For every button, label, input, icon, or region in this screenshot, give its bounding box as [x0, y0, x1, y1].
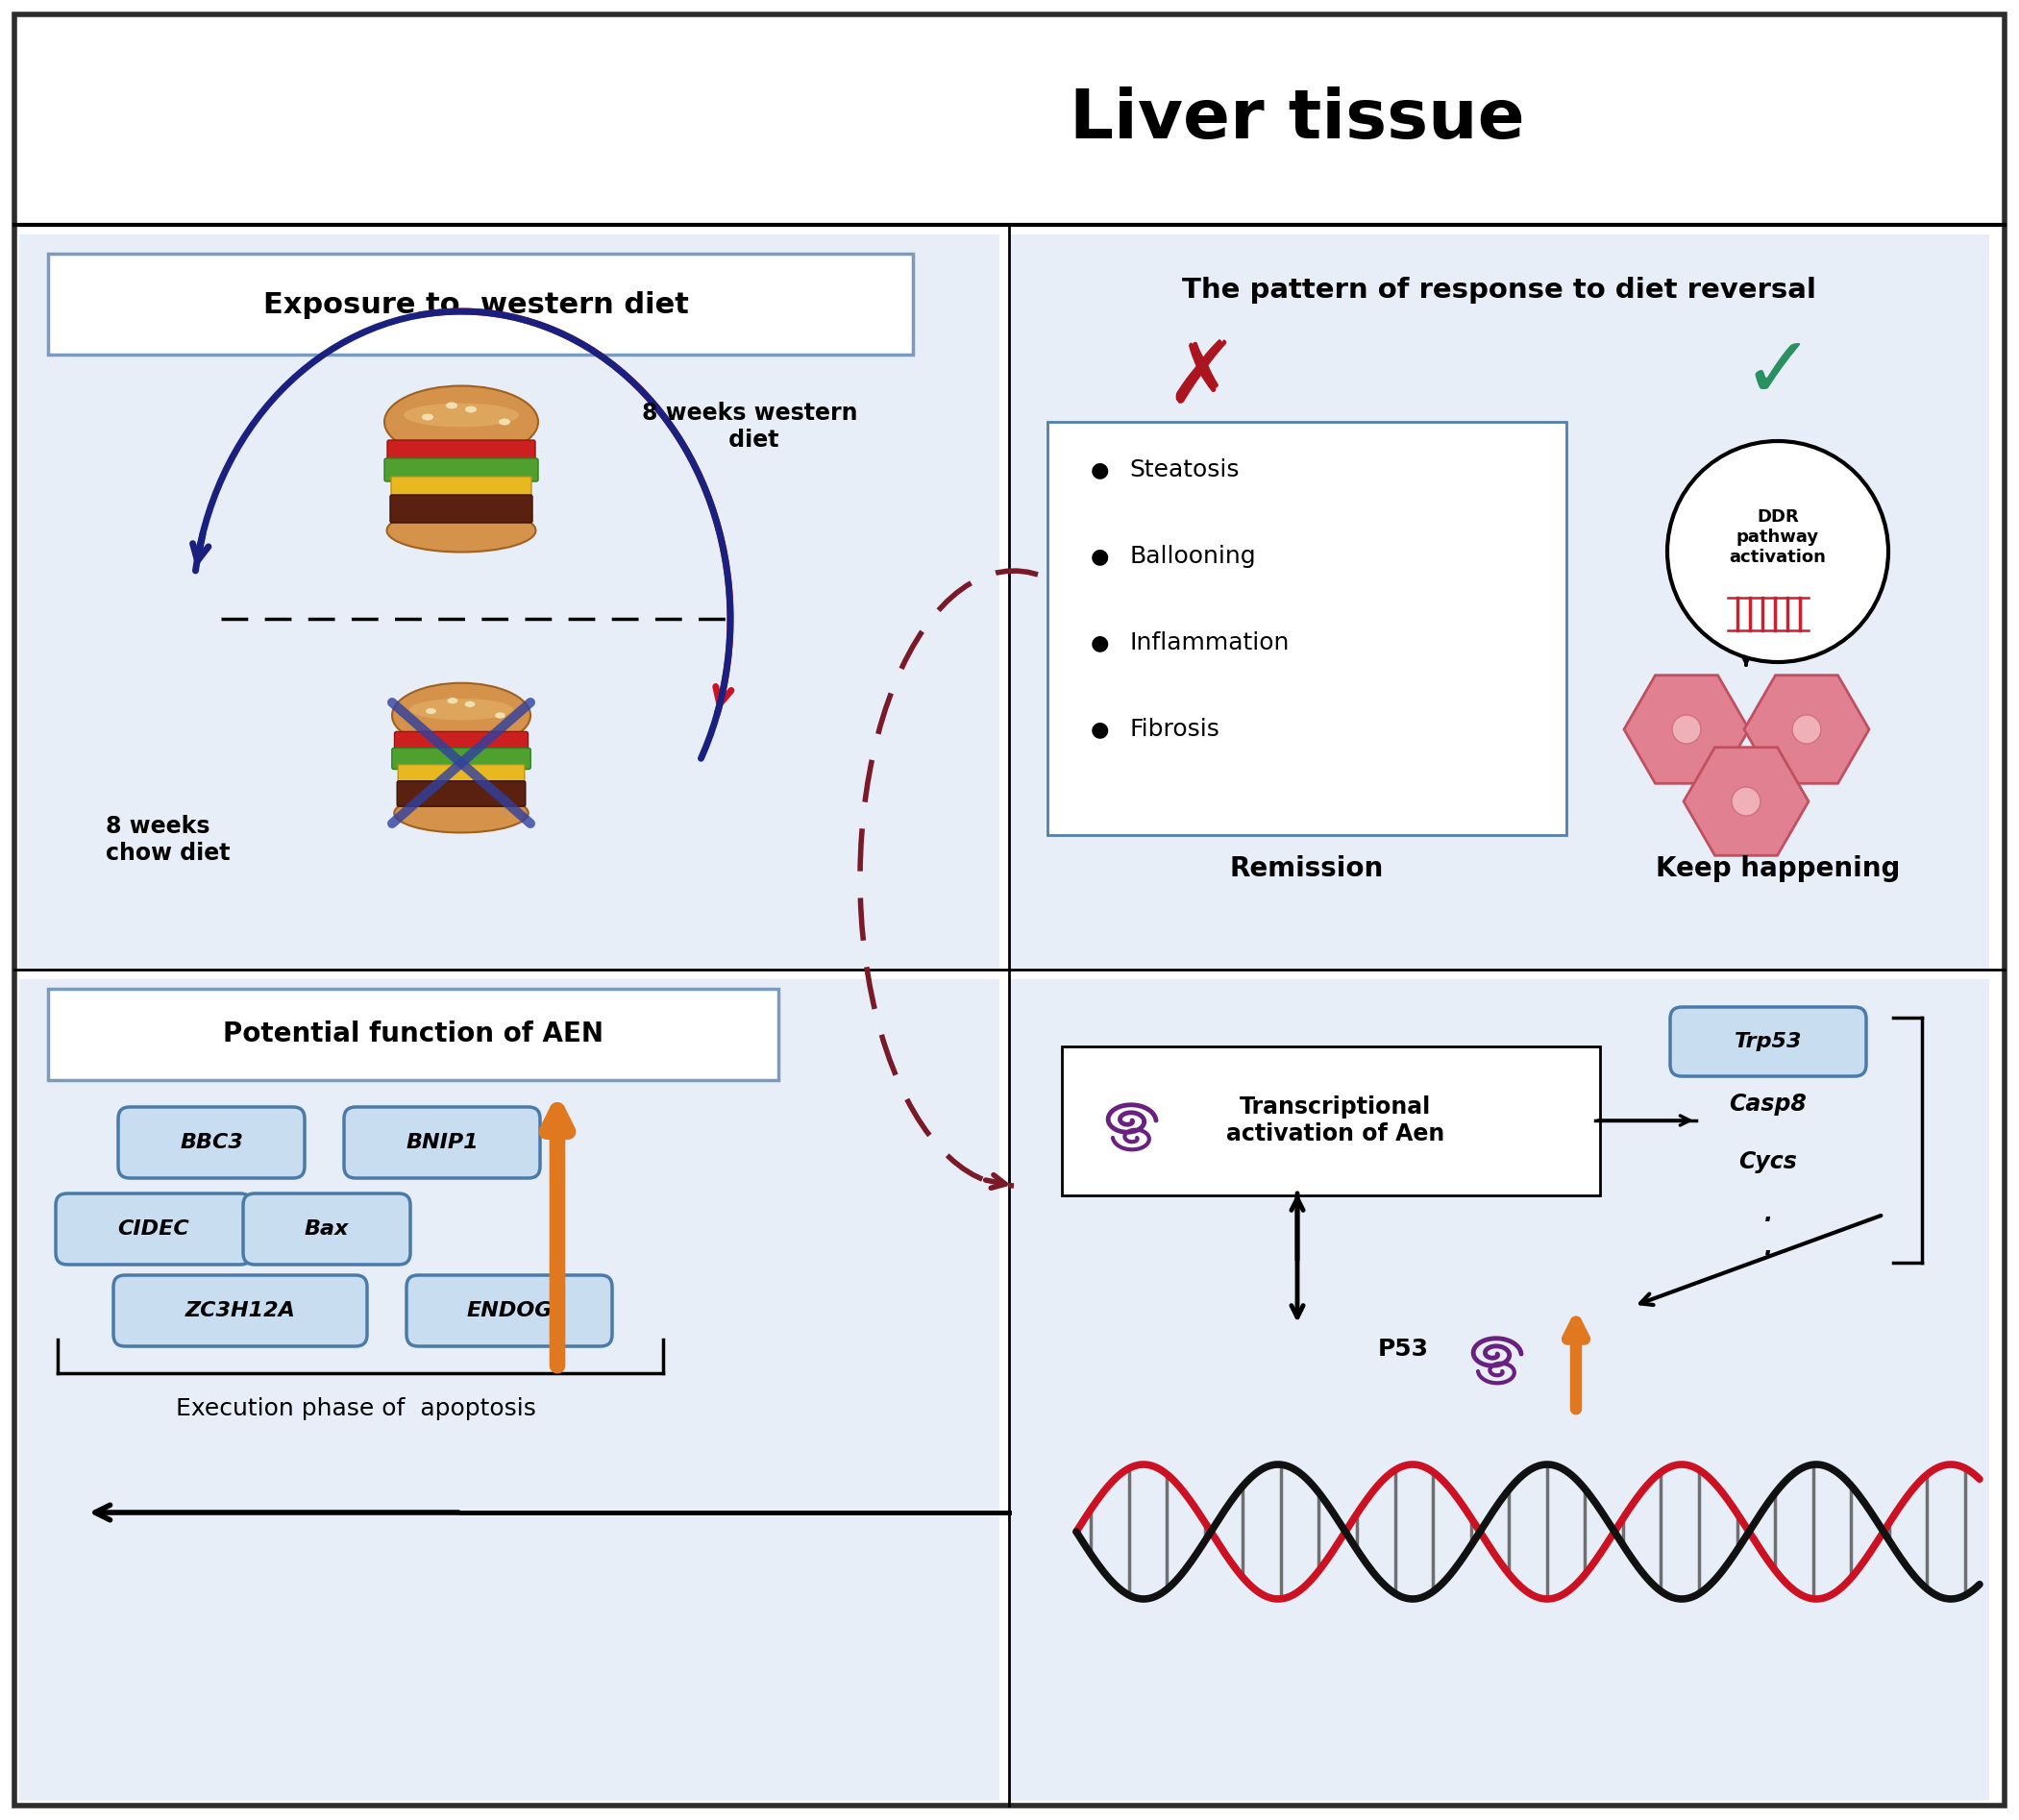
- FancyBboxPatch shape: [242, 1194, 410, 1265]
- Text: 8 weeks
chow diet: 8 weeks chow diet: [105, 815, 230, 864]
- FancyBboxPatch shape: [48, 988, 779, 1079]
- FancyBboxPatch shape: [388, 440, 535, 466]
- Text: Trp53: Trp53: [1734, 1032, 1803, 1052]
- Polygon shape: [1684, 748, 1809, 855]
- Ellipse shape: [410, 699, 513, 721]
- Text: ●: ●: [1090, 633, 1108, 653]
- FancyBboxPatch shape: [1670, 1006, 1866, 1076]
- Ellipse shape: [448, 697, 458, 704]
- Text: .: .: [1765, 1238, 1773, 1259]
- Text: ZC3H12A: ZC3H12A: [186, 1301, 295, 1320]
- FancyBboxPatch shape: [48, 253, 913, 355]
- Polygon shape: [1744, 675, 1870, 783]
- FancyBboxPatch shape: [57, 1194, 252, 1265]
- Text: Keep happening: Keep happening: [1656, 855, 1900, 883]
- Ellipse shape: [464, 701, 474, 708]
- Text: ●: ●: [1090, 719, 1108, 739]
- Text: ✓: ✓: [1742, 331, 1815, 417]
- FancyBboxPatch shape: [392, 748, 531, 770]
- Ellipse shape: [394, 794, 529, 832]
- Polygon shape: [1623, 675, 1748, 783]
- Circle shape: [1672, 715, 1700, 744]
- FancyBboxPatch shape: [20, 235, 999, 970]
- FancyBboxPatch shape: [1048, 422, 1567, 835]
- Text: Steatosis: Steatosis: [1129, 459, 1240, 482]
- Text: Potential function of AEN: Potential function of AEN: [222, 1021, 604, 1048]
- Ellipse shape: [404, 402, 519, 428]
- FancyBboxPatch shape: [14, 15, 2005, 1805]
- Ellipse shape: [495, 712, 505, 719]
- Text: Liver tissue: Liver tissue: [1070, 86, 1524, 153]
- FancyBboxPatch shape: [390, 495, 533, 522]
- Text: Exposure to  western diet: Exposure to western diet: [262, 291, 688, 318]
- Ellipse shape: [499, 419, 511, 426]
- FancyBboxPatch shape: [392, 477, 531, 500]
- Text: .: .: [1765, 1203, 1773, 1227]
- FancyBboxPatch shape: [398, 781, 525, 806]
- Ellipse shape: [392, 682, 531, 748]
- Text: BBC3: BBC3: [180, 1132, 242, 1152]
- FancyBboxPatch shape: [1062, 1046, 1599, 1196]
- Text: Transcriptional
activation of Aen: Transcriptional activation of Aen: [1228, 1096, 1446, 1145]
- Text: 8 weeks western
 diet: 8 weeks western diet: [642, 402, 858, 451]
- Ellipse shape: [384, 386, 539, 459]
- Ellipse shape: [446, 402, 458, 410]
- Text: ●: ●: [1090, 546, 1108, 566]
- Text: Bax: Bax: [305, 1219, 349, 1239]
- FancyBboxPatch shape: [384, 459, 539, 482]
- FancyBboxPatch shape: [20, 979, 999, 1800]
- Text: CIDEC: CIDEC: [117, 1219, 190, 1239]
- Ellipse shape: [464, 406, 476, 413]
- Ellipse shape: [422, 413, 434, 420]
- Text: P53: P53: [1377, 1338, 1429, 1361]
- Text: Inflammation: Inflammation: [1129, 632, 1288, 655]
- Text: ENDOG: ENDOG: [466, 1301, 553, 1320]
- Text: Ballooning: Ballooning: [1129, 544, 1256, 568]
- FancyBboxPatch shape: [406, 1276, 612, 1347]
- Ellipse shape: [388, 510, 535, 551]
- Ellipse shape: [426, 708, 436, 713]
- Circle shape: [1793, 715, 1821, 744]
- Text: Execution phase of  apoptosis: Execution phase of apoptosis: [176, 1398, 535, 1420]
- FancyBboxPatch shape: [394, 732, 529, 755]
- Text: ✗: ✗: [1165, 337, 1238, 420]
- FancyBboxPatch shape: [113, 1276, 367, 1347]
- Text: Cycs: Cycs: [1738, 1150, 1797, 1174]
- Text: DDR
pathway
activation: DDR pathway activation: [1730, 508, 1827, 566]
- FancyBboxPatch shape: [119, 1107, 305, 1178]
- FancyBboxPatch shape: [398, 764, 525, 786]
- FancyBboxPatch shape: [343, 1107, 539, 1178]
- Text: Casp8: Casp8: [1730, 1092, 1807, 1116]
- FancyBboxPatch shape: [1010, 979, 1989, 1800]
- Text: BNIP1: BNIP1: [406, 1132, 479, 1152]
- Text: Fibrosis: Fibrosis: [1129, 717, 1219, 741]
- Circle shape: [1732, 786, 1761, 815]
- Text: The pattern of response to diet reversal: The pattern of response to diet reversal: [1181, 277, 1817, 304]
- Text: ●: ●: [1090, 460, 1108, 479]
- Circle shape: [1668, 440, 1888, 662]
- Text: Remission: Remission: [1230, 855, 1383, 883]
- FancyBboxPatch shape: [1010, 235, 1989, 970]
